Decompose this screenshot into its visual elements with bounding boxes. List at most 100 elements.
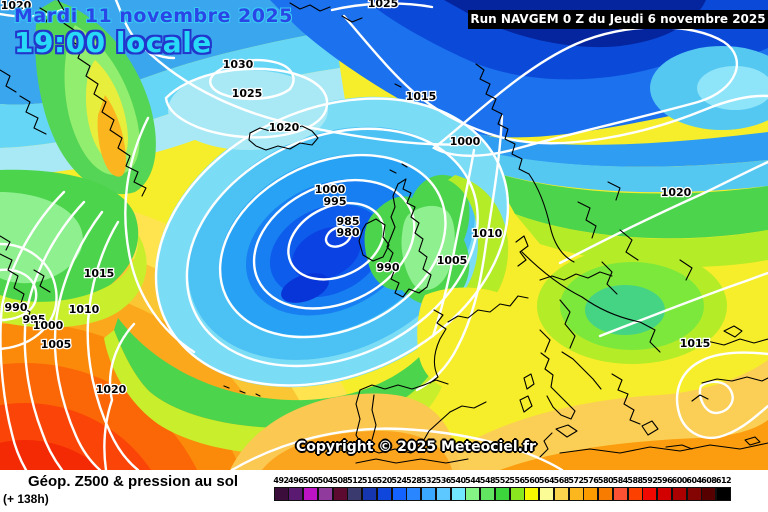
legend-color-swatch bbox=[539, 487, 554, 501]
pressure-label: 1005 bbox=[41, 338, 72, 351]
pressure-label: 995 bbox=[324, 195, 347, 208]
pressure-label: 1020 bbox=[96, 383, 127, 396]
pressure-label: 995 bbox=[23, 313, 46, 326]
legend-value: 572 bbox=[568, 476, 584, 485]
legend-bar: Géop. Z500 & pression au sol (+ 138h) 49… bbox=[0, 470, 768, 512]
legend-color-swatch bbox=[509, 487, 525, 501]
legend-color-swatch bbox=[686, 487, 702, 501]
legend-value: 600 bbox=[671, 476, 688, 485]
pressure-label: 1025 bbox=[368, 0, 399, 10]
legend-value: 592 bbox=[642, 476, 658, 485]
legend: 492 496 500 504 508 512 516 520 524 528 532 536 540 5… bbox=[0, 470, 768, 512]
legend-value: 532 bbox=[420, 476, 437, 485]
legend-color-swatch bbox=[317, 487, 333, 501]
legend-color-swatch bbox=[391, 487, 407, 501]
legend-color-swatch bbox=[701, 487, 717, 501]
legend-color-swatch bbox=[583, 487, 599, 501]
map-time-text: 19:00 locale bbox=[14, 26, 212, 59]
legend-color-swatch bbox=[421, 487, 436, 501]
pressure-labels-layer: 1020103010251020102510151000100099598598… bbox=[0, 0, 712, 397]
legend-value: 560 bbox=[524, 476, 540, 485]
pressure-label: 1010 bbox=[69, 303, 100, 316]
legend-color-swatch bbox=[642, 487, 658, 501]
legend-value: 612 bbox=[715, 476, 732, 485]
legend-value: 608 bbox=[701, 476, 717, 485]
legend-value: 528 bbox=[406, 476, 422, 485]
legend-value: 496 bbox=[288, 476, 304, 485]
legend-color-swatch bbox=[568, 487, 584, 501]
legend-value: 516 bbox=[361, 476, 378, 485]
map-parameter-title: Géop. Z500 & pression au sol bbox=[28, 473, 239, 490]
legend-value: 556 bbox=[509, 476, 525, 485]
pressure-label: 1000 bbox=[450, 135, 481, 148]
legend-color-swatch bbox=[303, 487, 318, 501]
legend-color-swatch bbox=[362, 487, 377, 501]
copyright-text: Copyright © 2025 Meteociel.fr bbox=[296, 439, 536, 455]
pressure-label: 1010 bbox=[472, 227, 503, 240]
legend-value: 492 bbox=[273, 476, 289, 485]
legend-color-swatch bbox=[406, 487, 422, 501]
pressure-label: 1020 bbox=[1, 0, 32, 12]
legend-color-swatch bbox=[450, 487, 466, 501]
legend-value: 580 bbox=[597, 476, 614, 485]
pressure-label: 1000 bbox=[33, 319, 64, 332]
legend-color-swatch bbox=[435, 487, 451, 501]
legend-color-swatch bbox=[598, 487, 613, 501]
legend-value: 604 bbox=[686, 476, 702, 485]
legend-color-swatch bbox=[524, 487, 540, 501]
isobar-lines bbox=[0, 0, 768, 470]
legend-value: 568 bbox=[553, 476, 570, 485]
legend-color-swatch bbox=[332, 487, 348, 501]
pressure-label: 1000 bbox=[315, 183, 346, 196]
legend-color-swatch bbox=[494, 487, 510, 501]
coastlines bbox=[0, 0, 768, 464]
legend-color-swatch bbox=[716, 487, 731, 501]
map-date-text: Mardi 11 novembre 2025 bbox=[14, 5, 293, 27]
pressure-label: 1025 bbox=[232, 87, 263, 100]
legend-color-swatch bbox=[480, 487, 495, 501]
pressure-label: 1015 bbox=[84, 267, 115, 280]
map-canvas: 1020103010251020102510151000100099598598… bbox=[0, 0, 768, 470]
pressure-label: 990 bbox=[377, 261, 400, 274]
legend-value: 544 bbox=[465, 476, 481, 485]
pressure-label: 1015 bbox=[406, 90, 437, 103]
pressure-label: 1020 bbox=[269, 121, 300, 134]
legend-value: 584 bbox=[612, 476, 629, 485]
legend-value: 504 bbox=[317, 476, 334, 485]
legend-value: 596 bbox=[656, 476, 673, 485]
legend-value: 552 bbox=[494, 476, 511, 485]
legend-color-swatch bbox=[612, 487, 628, 501]
pressure-label: 1015 bbox=[680, 337, 711, 350]
legend-value: 548 bbox=[479, 476, 496, 485]
model-run-banner: Run NAVGEM 0 Z du Jeudi 6 novembre 2025 bbox=[468, 10, 768, 29]
legend-color-swatch bbox=[347, 487, 363, 501]
legend-color-swatch bbox=[627, 487, 643, 501]
legend-value: 540 bbox=[450, 476, 466, 485]
pressure-label: 1030 bbox=[223, 58, 254, 71]
pressure-label: 1005 bbox=[437, 254, 468, 267]
legend-color-swatch bbox=[553, 487, 569, 501]
legend-value: 588 bbox=[627, 476, 643, 485]
legend-value: 576 bbox=[583, 476, 599, 485]
legend-value: 508 bbox=[332, 476, 348, 485]
legend-color-swatch bbox=[671, 487, 687, 501]
pressure-label: 1020 bbox=[661, 186, 692, 199]
legend-value: 536 bbox=[435, 476, 452, 485]
forecast-offset-label: (+ 138h) bbox=[3, 492, 49, 506]
legend-value: 564 bbox=[538, 476, 555, 485]
legend-value: 500 bbox=[302, 476, 319, 485]
geopotential-fills bbox=[0, 0, 768, 470]
pressure-label: 980 bbox=[337, 226, 360, 239]
legend-value: 524 bbox=[391, 476, 407, 485]
legend-color-swatch bbox=[273, 487, 289, 501]
pressure-label: 985 bbox=[337, 215, 360, 228]
legend-color-swatch bbox=[657, 487, 672, 501]
weather-map: 1020 1030 1025 1020 1025 1015 1000 1000 995 985 98… bbox=[0, 0, 768, 470]
legend-color-swatch bbox=[376, 487, 392, 501]
legend-color-swatch bbox=[465, 487, 481, 501]
pressure-label: 990 bbox=[5, 301, 28, 314]
legend-value: 520 bbox=[376, 476, 393, 485]
legend-value: 512 bbox=[347, 476, 363, 485]
legend-color-swatch bbox=[288, 487, 304, 501]
